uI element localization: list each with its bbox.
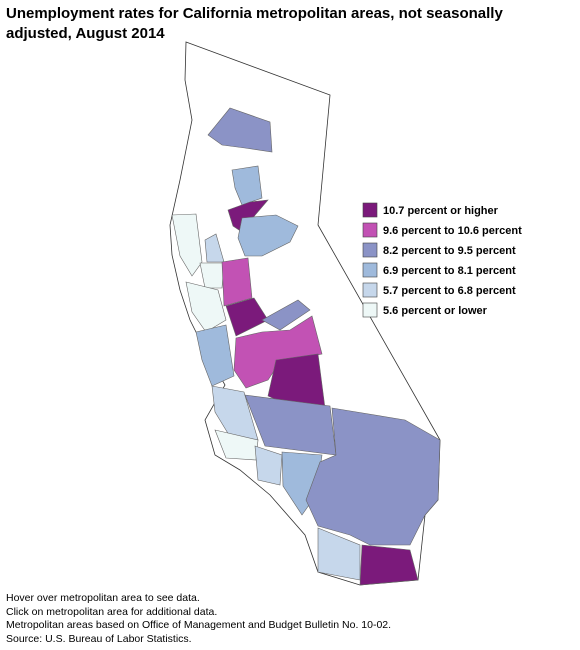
note: Click on metropolitan area for additiona… xyxy=(6,605,218,618)
metro-area[interactable] xyxy=(185,281,227,333)
note: Source: U.S. Bureau of Labor Statistics. xyxy=(6,632,192,645)
legend-swatch xyxy=(362,302,378,318)
legend-label: 5.7 percent to 6.8 percent xyxy=(383,285,516,297)
map-title: Unemployment rates for California metrop… xyxy=(6,5,503,42)
metro-area[interactable] xyxy=(227,199,269,233)
metro-area[interactable] xyxy=(195,324,235,387)
notes: Hover over metropolitan area to see data… xyxy=(6,592,391,646)
metro-area[interactable] xyxy=(237,214,299,257)
legend-label: 10.7 percent or higher xyxy=(383,205,499,217)
metro-area[interactable] xyxy=(221,257,253,307)
metro-area[interactable] xyxy=(207,107,273,153)
metro-area[interactable] xyxy=(171,213,203,277)
legend-label: 5.6 percent or lower xyxy=(383,305,488,317)
legend-swatch xyxy=(362,222,378,238)
metro-area[interactable] xyxy=(199,262,225,289)
legend-label: 9.6 percent to 10.6 percent xyxy=(383,225,522,237)
legend-label: 6.9 percent to 8.1 percent xyxy=(383,265,516,277)
legend-swatch xyxy=(362,262,378,278)
legend-label: 8.2 percent to 9.5 percent xyxy=(383,245,516,257)
legend-swatch xyxy=(362,242,378,258)
note: Hover over metropolitan area to see data… xyxy=(6,592,200,604)
metro-area[interactable] xyxy=(359,544,419,586)
metro-area[interactable] xyxy=(254,445,283,486)
metro-area[interactable] xyxy=(305,407,441,546)
metro-area[interactable] xyxy=(261,299,311,331)
legend-swatch xyxy=(362,282,378,298)
note: Metropolitan areas based on Office of Ma… xyxy=(6,619,392,631)
legend-swatch xyxy=(362,202,378,218)
